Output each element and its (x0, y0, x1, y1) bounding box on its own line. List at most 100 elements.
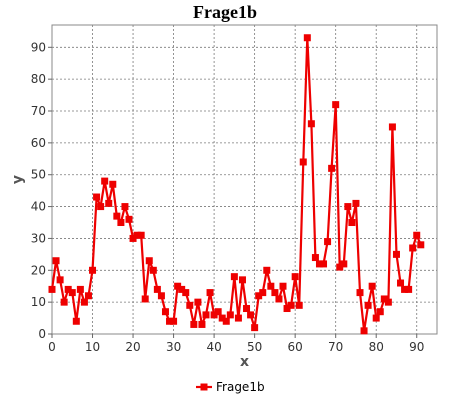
plot-border (51, 24, 438, 335)
data-point (129, 234, 137, 242)
data-point (157, 292, 165, 300)
data-point (80, 298, 88, 306)
data-point (161, 308, 169, 316)
data-point (141, 295, 149, 303)
data-point (315, 260, 323, 268)
data-point (109, 180, 117, 188)
data-point (145, 257, 153, 265)
data-point (295, 301, 303, 309)
data-point (352, 199, 360, 207)
data-point (198, 320, 206, 328)
data-point (72, 317, 80, 325)
data-point (324, 238, 332, 246)
data-point (222, 317, 230, 325)
data-point (397, 279, 405, 287)
data-point (307, 120, 315, 128)
x-tick-label: 70 (328, 340, 343, 354)
data-point (303, 34, 311, 42)
data-point (60, 298, 68, 306)
y-tick-label: 30 (31, 231, 46, 245)
data-point (149, 266, 157, 274)
y-tick-label: 70 (31, 104, 46, 118)
data-point (125, 215, 133, 223)
x-tick-label: 80 (369, 340, 384, 354)
data-point (190, 320, 198, 328)
data-point (376, 308, 384, 316)
data-point (255, 292, 263, 300)
data-point (275, 295, 283, 303)
y-tick-label: 80 (31, 72, 46, 86)
data-point (388, 123, 396, 131)
data-point (348, 219, 356, 227)
y-tick-label: 90 (31, 40, 46, 54)
data-point (247, 311, 255, 319)
x-tick-label: 60 (288, 340, 303, 354)
data-point (328, 164, 336, 172)
data-point (170, 317, 178, 325)
data-point (202, 311, 210, 319)
y-tick-label: 0 (38, 327, 46, 341)
data-point (76, 285, 84, 293)
data-point (182, 289, 190, 297)
data-point (344, 203, 352, 211)
data-point (133, 231, 141, 239)
x-tick-label: 50 (247, 340, 262, 354)
y-tick-label: 10 (31, 295, 46, 309)
x-tick-label: 30 (166, 340, 181, 354)
data-point (153, 285, 161, 293)
data-point (271, 289, 279, 297)
legend-label: Frage1b (216, 380, 265, 394)
data-point (279, 282, 287, 290)
data-point (368, 282, 376, 290)
data-point (194, 298, 202, 306)
data-point (380, 295, 388, 303)
x-axis-label: x (240, 354, 249, 370)
data-point (283, 305, 291, 313)
data-point (121, 203, 129, 211)
data-point (401, 285, 409, 293)
data-point (93, 193, 101, 201)
x-tick-label: 20 (125, 340, 140, 354)
data-point (84, 292, 92, 300)
data-point (178, 285, 186, 293)
data-point (356, 289, 364, 297)
data-point (332, 101, 340, 109)
data-point (392, 250, 400, 258)
x-tick-label: 10 (85, 340, 100, 354)
data-point (251, 324, 259, 332)
data-point (372, 314, 380, 322)
chart-title: Frage1b (193, 2, 257, 22)
data-point (320, 260, 328, 268)
x-tick-label: 90 (409, 340, 424, 354)
y-tick-label: 60 (31, 136, 46, 150)
data-point (68, 289, 76, 297)
data-point (52, 257, 60, 265)
data-point (113, 212, 121, 220)
data-point (405, 285, 413, 293)
data-point (186, 301, 194, 309)
y-tick-label: 50 (31, 168, 46, 182)
data-point (336, 263, 344, 271)
data-point (174, 282, 182, 290)
data-point (137, 231, 145, 239)
data-point (417, 241, 425, 249)
data-point (340, 260, 348, 268)
data-point (384, 298, 392, 306)
y-tick-label: 40 (31, 200, 46, 214)
x-tick-label: 0 (48, 340, 56, 354)
data-point (210, 311, 218, 319)
data-point (291, 273, 299, 281)
data-point (48, 285, 56, 293)
data-point (56, 276, 64, 284)
data-point (89, 266, 97, 274)
legend-marker (200, 383, 208, 391)
data-point (287, 301, 295, 309)
data-point (117, 219, 125, 227)
data-point (364, 301, 372, 309)
data-point (409, 244, 417, 252)
data-point (311, 254, 319, 262)
data-point (299, 158, 307, 166)
data-point (243, 305, 251, 313)
